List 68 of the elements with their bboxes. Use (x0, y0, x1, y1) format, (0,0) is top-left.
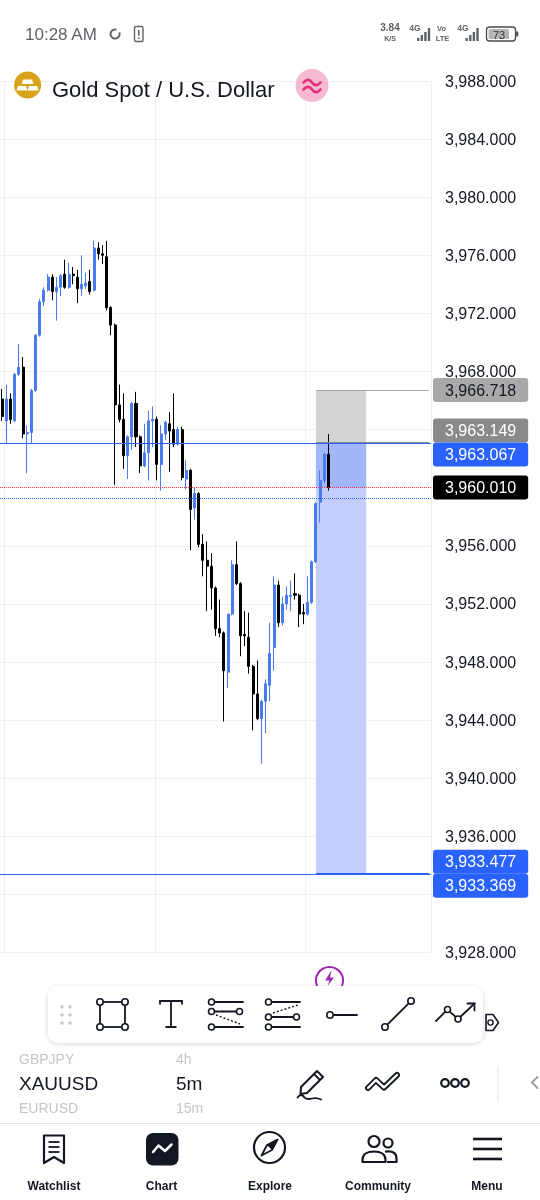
candlestick (9, 392, 12, 425)
y-tick-label: 3,968.000 (445, 363, 517, 380)
candlestick (181, 426, 184, 481)
y-tick-label: 3,928.000 (445, 944, 517, 961)
y-tick-label: 3,988.000 (445, 72, 517, 90)
ref-line-label: 3,963.149 (445, 422, 517, 440)
candlestick (114, 323, 117, 486)
candlestick (55, 276, 58, 322)
y-tick-label: 3,952.000 (445, 595, 517, 613)
candlestick (277, 580, 280, 628)
candlestick (185, 459, 188, 490)
candlestick (72, 266, 75, 285)
text: Menu (471, 1179, 503, 1193)
candlestick (176, 426, 179, 447)
text: 5m (176, 1072, 203, 1094)
y-tick-label: 3,976.000 (445, 246, 517, 264)
candlestick (289, 580, 292, 612)
candlestick (88, 269, 91, 296)
candlestick (5, 384, 8, 445)
ref-line-label: 3,963.067 (445, 446, 517, 464)
candlestick (51, 273, 54, 301)
candlestick (76, 269, 79, 304)
candlestick (101, 244, 104, 265)
text: Watchlist (27, 1179, 81, 1193)
candlestick (147, 410, 150, 481)
text: 4h (176, 1051, 192, 1067)
candlestick (97, 241, 100, 261)
y-tick-label: 3,956.000 (445, 537, 517, 555)
candlestick (193, 487, 196, 521)
candlestick (273, 575, 276, 672)
y-tick-label: 3,980.000 (445, 188, 517, 206)
y-tick-label: 3,936.000 (445, 827, 517, 845)
candlestick (160, 424, 163, 492)
y-tick-label: 3,944.000 (445, 711, 517, 729)
candlestick (189, 468, 192, 551)
chart-title: Gold Spot / U.S. Dollar (52, 76, 275, 102)
text: Chart (145, 1179, 178, 1193)
text: XAUUSD (19, 1072, 99, 1094)
ref-line-label: 3,960.010 (445, 479, 517, 497)
candlestick (155, 416, 158, 481)
candlestick (68, 262, 71, 290)
candlestick (247, 612, 250, 675)
text: 10:28 AM (25, 24, 97, 44)
text: 4G (457, 22, 470, 33)
ref-line-label: 3,933.477 (445, 853, 517, 871)
candlestick (47, 273, 50, 293)
candlestick (63, 259, 66, 290)
candlestick (327, 433, 330, 492)
text: 3.84 (380, 21, 401, 33)
y-tick-label: 3,984.000 (445, 130, 517, 148)
text: 15m (176, 1100, 204, 1116)
text: GBPJPY (19, 1051, 75, 1067)
text: 73 (492, 28, 506, 41)
text: Explore (247, 1179, 293, 1193)
ref-line-label: 3,933.369 (445, 877, 517, 895)
text: EURUSD (19, 1100, 79, 1116)
y-tick-label: 3,940.000 (445, 769, 517, 787)
y-tick-label: 3,948.000 (445, 653, 517, 671)
text: 4G (409, 22, 422, 33)
text: Community (345, 1179, 412, 1193)
candlestick (206, 540, 209, 612)
candlestick (252, 664, 255, 731)
y-tick-label: 3,972.000 (445, 304, 517, 322)
ref-line-label: 3,966.718 (445, 381, 517, 399)
candlestick (93, 240, 96, 293)
candlestick (1, 388, 4, 422)
candlestick (22, 356, 25, 439)
candlestick (80, 254, 83, 297)
